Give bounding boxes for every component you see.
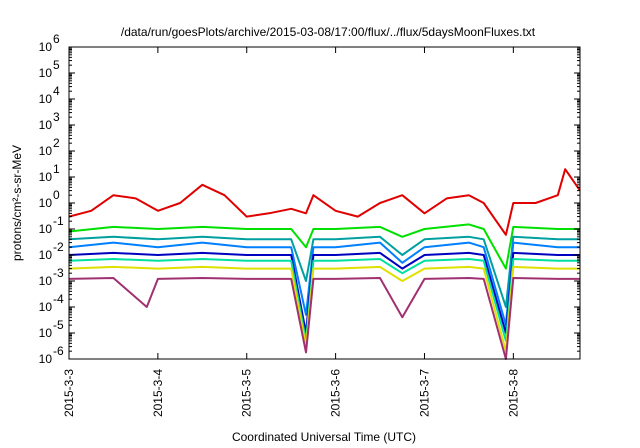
y-tick-label: 10 [39,170,53,184]
y-tick-exponent: -2 [53,240,64,254]
x-axis: 2015-3-3 2015-3-4 2015-3-5 2015-3-6 2015-3-7… [62,47,520,417]
y-tick-label: 10 [39,118,53,132]
x-axis-label: Coordinated Universal Time (UTC) [232,430,416,444]
y-tick-exponent: 6 [53,32,60,46]
y-tick-label: 10 [39,248,53,262]
y-tick-exponent: 5 [53,58,60,72]
x-tick-label: 2015-3-3 [62,369,76,417]
y-tick-exponent: 3 [53,110,60,124]
y-tick-exponent: 1 [53,162,60,176]
x-tick-label: 2015-3-5 [240,369,254,417]
y-tick-label: 10 [39,92,53,106]
y-tick-exponent: -3 [53,266,64,280]
plot-area [68,168,581,360]
y-axis-label: protons/cm²-s-sr-MeV [10,145,24,261]
y-tick-label: 10 [39,196,53,210]
y-axis: 10-610-510-410-310-210-11001011021031041… [39,32,580,366]
y-tick-exponent: 2 [53,136,60,150]
y-tick-label: 10 [39,352,53,366]
y-tick-exponent: 4 [53,84,60,98]
x-tick-label: 2015-3-7 [417,369,431,417]
y-tick-label: 10 [39,326,53,340]
y-tick-label: 10 [39,144,53,158]
y-tick-exponent: 0 [53,188,60,202]
y-tick-label: 10 [39,222,53,236]
y-tick-label: 10 [39,274,53,288]
series-line-0 [68,168,581,236]
y-tick-exponent: -6 [53,344,64,358]
y-tick-exponent: -5 [53,318,64,332]
y-tick-label: 10 [39,66,53,80]
y-tick-label: 10 [39,40,53,54]
y-tick-exponent: -1 [53,214,64,228]
x-tick-label: 2015-3-4 [151,369,165,417]
chart-title: /data/run/goesPlots/archive/2015-03-08/1… [121,25,536,39]
x-tick-label: 2015-3-8 [506,369,520,417]
series-line-2 [68,235,580,308]
y-tick-exponent: -4 [53,292,64,306]
series-line-1 [68,223,580,270]
y-tick-label: 10 [39,300,53,314]
x-tick-label: 2015-3-6 [329,369,343,417]
